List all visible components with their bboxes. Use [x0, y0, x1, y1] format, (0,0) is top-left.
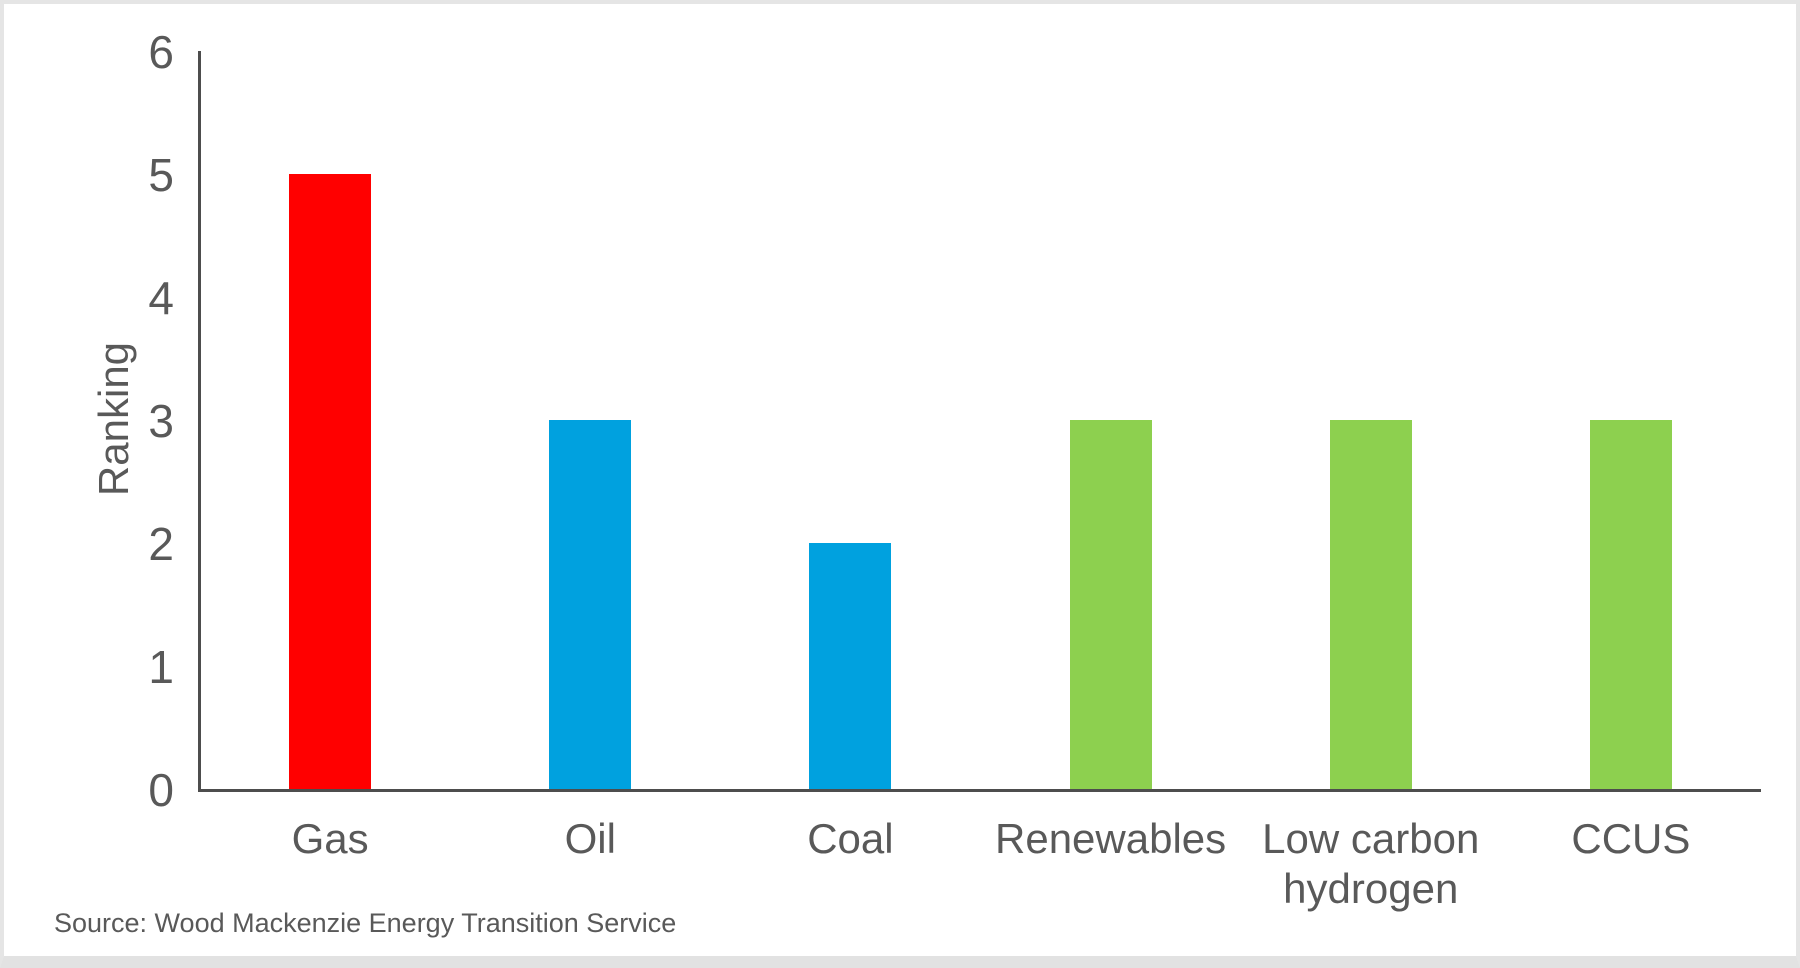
category-label: Renewables — [995, 815, 1227, 862]
y-tick-label: 0 — [148, 764, 174, 816]
y-tick-label: 6 — [148, 26, 174, 78]
bar — [1069, 420, 1152, 789]
category-label: Oil — [564, 815, 616, 862]
category-label: CCUS — [1571, 815, 1691, 862]
y-tick-label: 3 — [148, 395, 174, 447]
category-label: Gas — [291, 815, 369, 862]
y-tick-label: 4 — [148, 272, 174, 324]
bar — [1329, 420, 1412, 789]
source-note: Source: Wood Mackenzie Energy Transition… — [54, 908, 677, 938]
y-axis-line — [198, 51, 201, 792]
category-label: Low carbon hydrogen — [1262, 815, 1480, 912]
category-label: Coal — [807, 815, 894, 862]
bar — [289, 174, 372, 789]
bar — [809, 543, 892, 789]
bar — [549, 420, 632, 789]
y-tick-label: 5 — [148, 149, 174, 201]
y-tick-label: 2 — [148, 518, 174, 570]
bar — [1589, 420, 1672, 789]
y-tick-label: 1 — [148, 641, 174, 693]
x-axis-line — [198, 789, 1761, 792]
